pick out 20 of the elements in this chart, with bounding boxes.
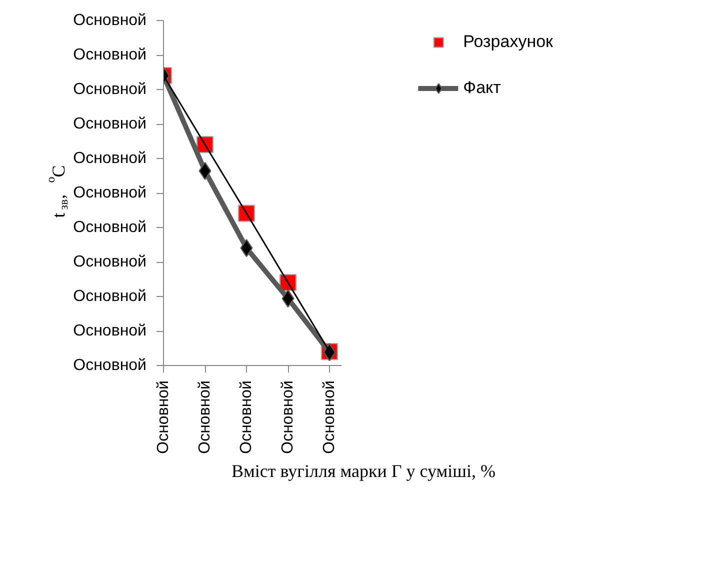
text: Основной [73, 150, 147, 167]
legend-label: Факт [463, 78, 501, 98]
text: Основной [73, 184, 147, 202]
x-tick-label: Основной [155, 380, 172, 454]
text: Основной [73, 322, 147, 340]
x-tick-label: Основной [280, 380, 296, 454]
text: Основной [73, 357, 147, 374]
y-axis-title: tзв, oC [44, 165, 70, 218]
x-axis-title: Вміст вугілля марки Г у суміші, % [231, 460, 496, 481]
x-tick-label: Основной [321, 380, 338, 454]
legend-label: Розрахунок [463, 32, 553, 52]
text: Основной [73, 219, 147, 236]
text: Основной [73, 288, 147, 305]
text: Основной [73, 81, 147, 98]
x-tick-label: Основной [238, 380, 255, 454]
x-tick-label: Основной [196, 380, 214, 454]
text: Основной [73, 116, 147, 132]
text: Основной [73, 12, 147, 29]
text: Основной [73, 254, 147, 270]
text: Основной [73, 46, 147, 64]
